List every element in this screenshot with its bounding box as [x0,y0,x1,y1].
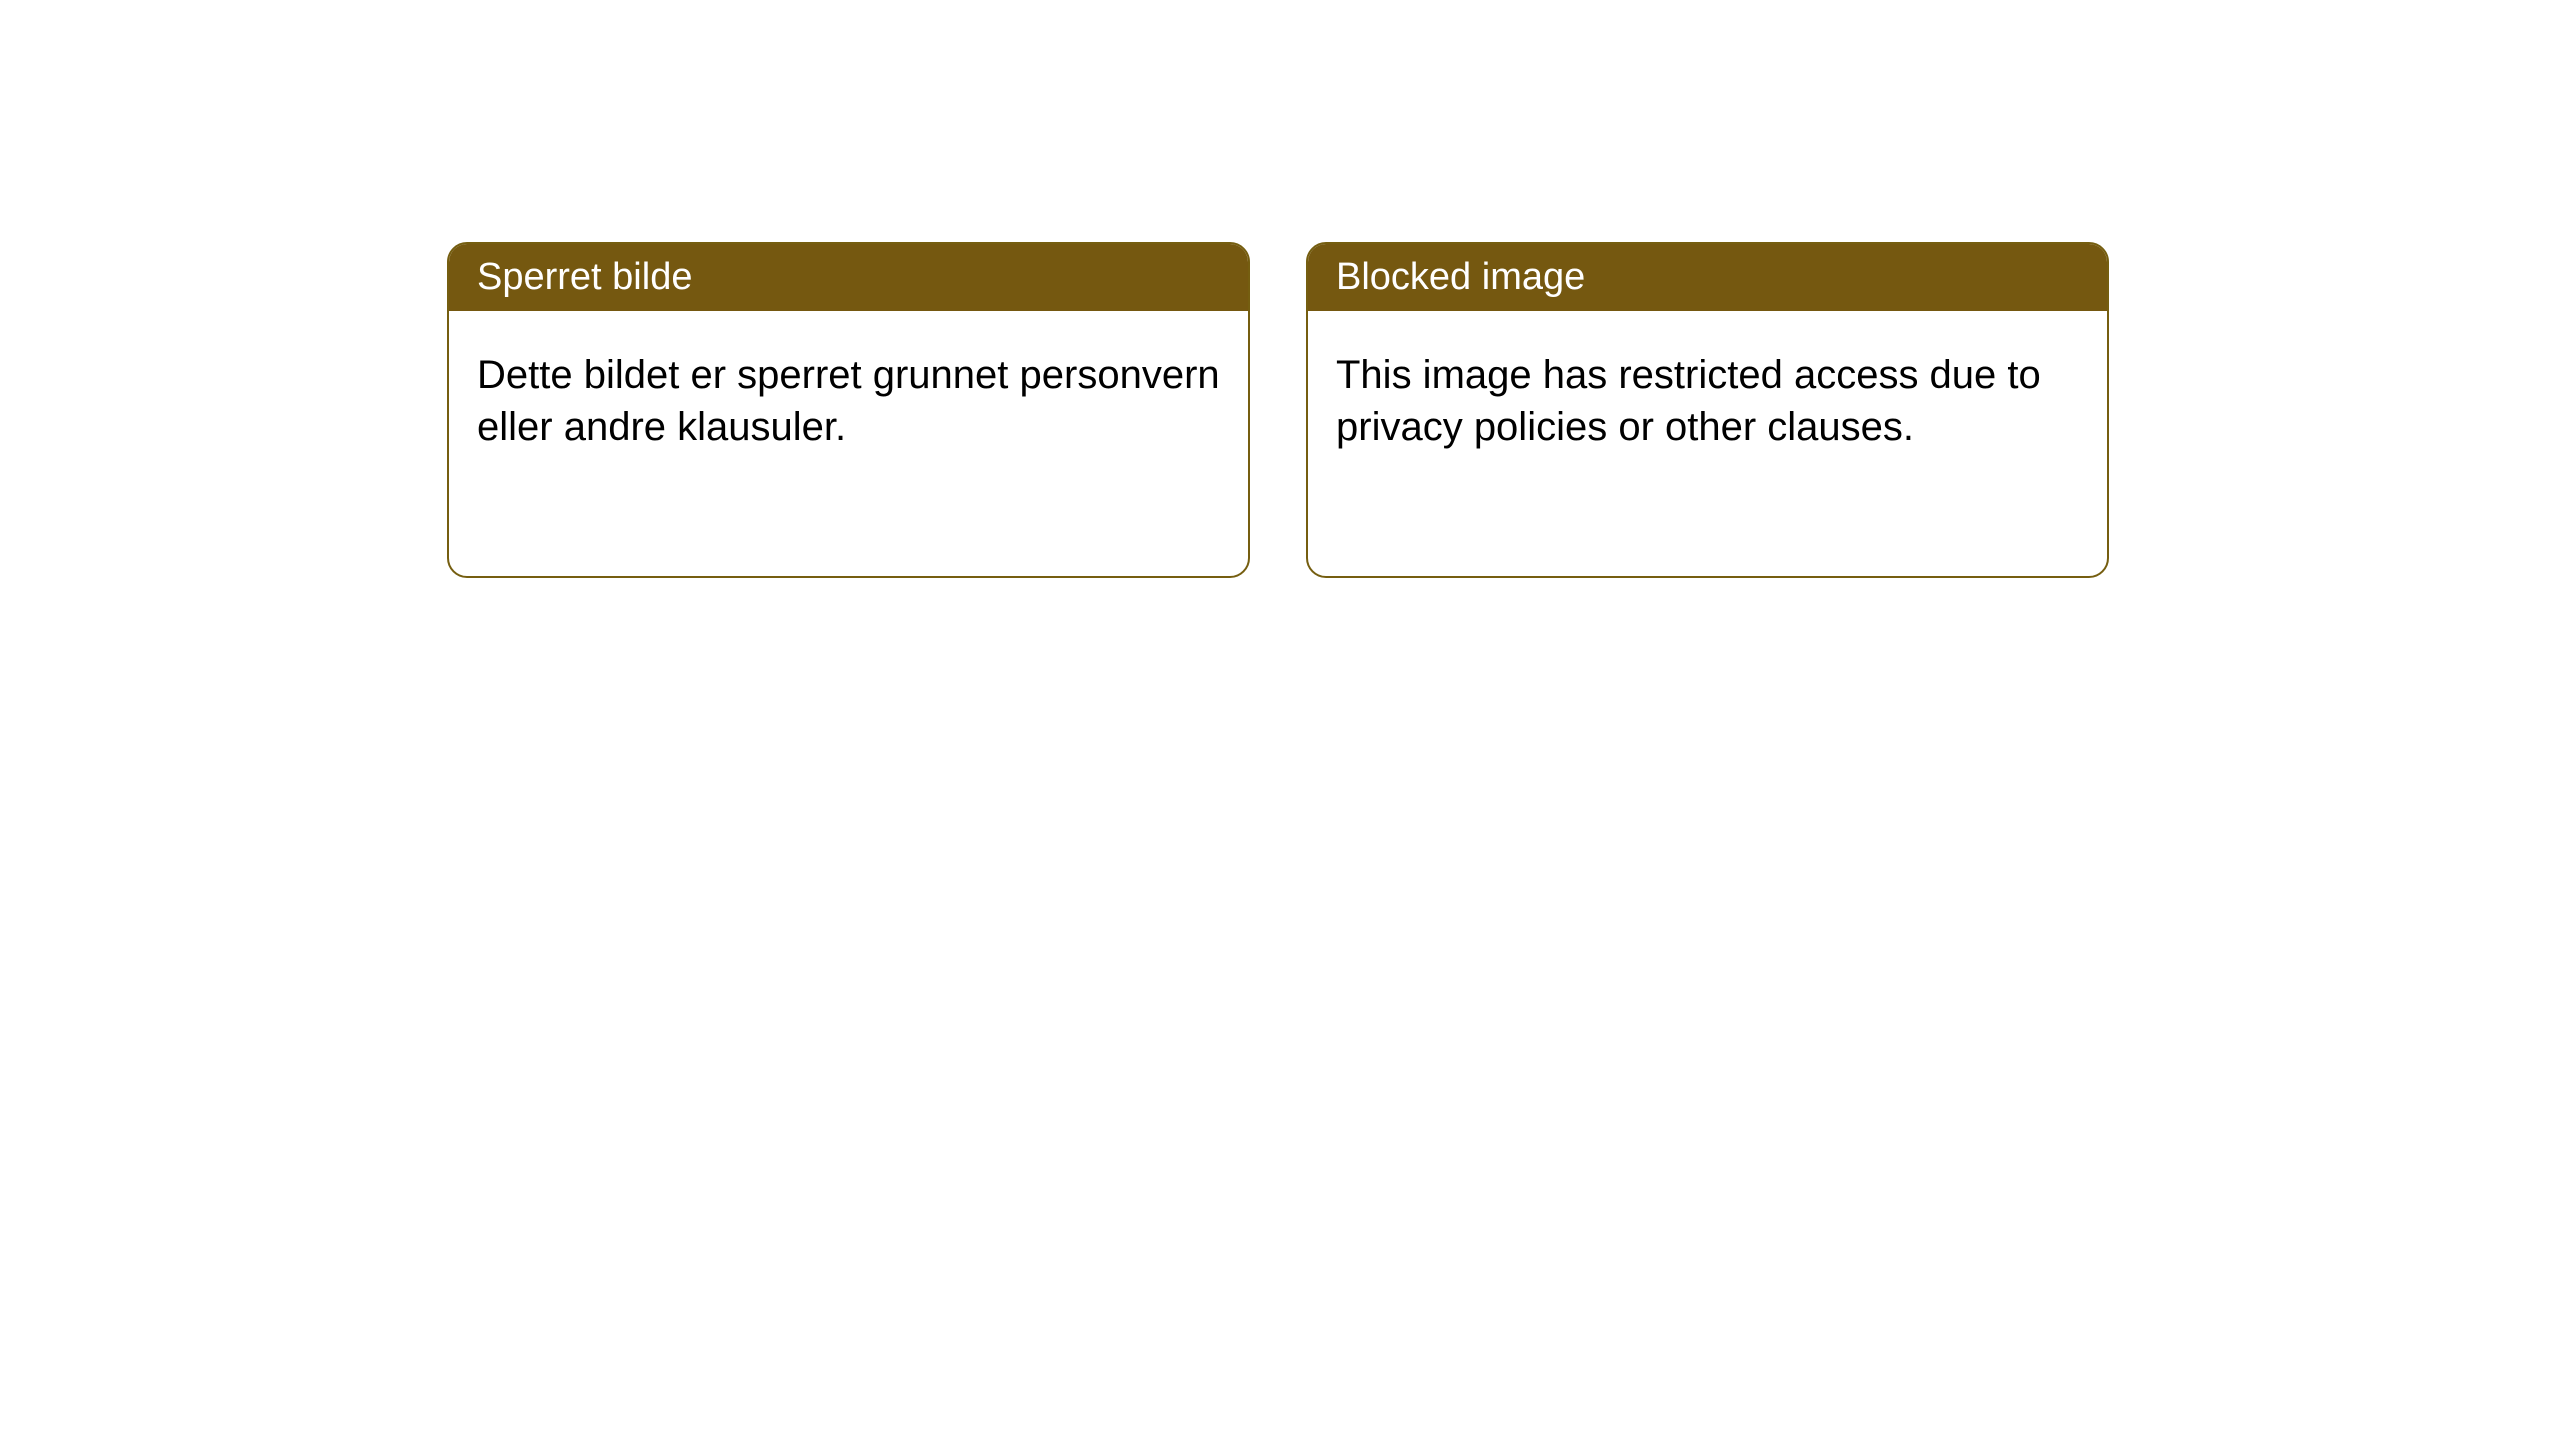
notice-title: Blocked image [1336,256,1585,298]
notice-title: Sperret bilde [477,256,692,298]
notice-body-text: This image has restricted access due to … [1336,353,2041,449]
notice-body: This image has restricted access due to … [1308,311,2107,491]
notice-header: Sperret bilde [449,244,1248,311]
notice-body: Dette bildet er sperret grunnet personve… [449,311,1248,491]
notice-container: Sperret bilde Dette bildet er sperret gr… [0,0,2560,578]
notice-header: Blocked image [1308,244,2107,311]
notice-card-norwegian: Sperret bilde Dette bildet er sperret gr… [447,242,1250,578]
notice-body-text: Dette bildet er sperret grunnet personve… [477,353,1220,449]
notice-card-english: Blocked image This image has restricted … [1306,242,2109,578]
